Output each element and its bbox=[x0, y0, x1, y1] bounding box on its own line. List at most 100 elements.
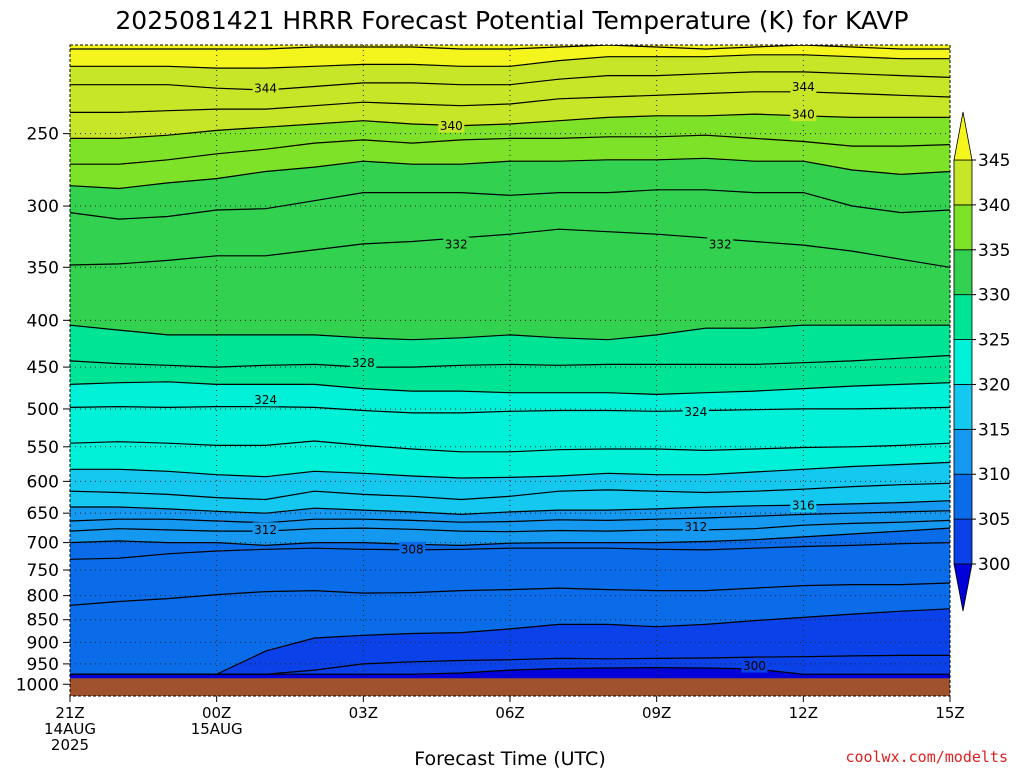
contour-label: 328 bbox=[350, 355, 377, 370]
colorbar-top-arrow bbox=[953, 111, 973, 161]
contour-label-text: 344 bbox=[254, 82, 277, 96]
contour-label-text: 324 bbox=[254, 393, 277, 407]
colorbar-segment bbox=[953, 204, 973, 251]
contour-332 bbox=[70, 228, 950, 268]
contour-336 bbox=[70, 157, 950, 190]
grid-lines bbox=[70, 45, 950, 696]
contour-label-text: 340 bbox=[792, 108, 815, 122]
colorbar-segment bbox=[953, 294, 973, 340]
colorbar-label: 305 bbox=[978, 510, 1010, 530]
y-tick-label: 700 bbox=[27, 534, 59, 554]
color-bands bbox=[70, 45, 950, 696]
contour-label-bg bbox=[790, 498, 817, 513]
x-axis-label: Forecast Time (UTC) bbox=[414, 748, 605, 768]
x-tick-label: 21Z bbox=[55, 704, 84, 722]
contour-label-bg bbox=[790, 107, 817, 122]
colorbar-label: 325 bbox=[978, 331, 1010, 351]
surface-ground bbox=[70, 678, 950, 696]
contour-330 bbox=[70, 324, 950, 341]
plot-area: 344 344 340 340 332 332 328 324 324 316 312 312 308 3… bbox=[70, 45, 950, 696]
y-axis: 2503003504004505005506006507007508008509… bbox=[16, 125, 70, 695]
colorbar-segment bbox=[953, 339, 973, 385]
contour-label: 316 bbox=[790, 498, 817, 513]
x-tick-label: 14AUG bbox=[44, 720, 96, 738]
x-tick-label: 06Z bbox=[495, 704, 524, 722]
contour-label-bg bbox=[252, 392, 279, 407]
contour-label: 324 bbox=[682, 404, 709, 419]
contour-344 bbox=[70, 71, 950, 91]
contour-label-bg bbox=[682, 404, 709, 419]
contour-322 bbox=[70, 440, 950, 453]
colorbar-label: 340 bbox=[978, 196, 1010, 216]
y-tick-label: 550 bbox=[27, 438, 59, 458]
colorbar-bottom-arrow bbox=[953, 563, 973, 612]
y-tick-label: 900 bbox=[27, 633, 59, 653]
contour-label-bg bbox=[707, 236, 734, 251]
contour-346 bbox=[70, 54, 950, 69]
contour-label-text: 344 bbox=[792, 80, 815, 94]
band-346 bbox=[70, 45, 950, 69]
contour-324 bbox=[70, 405, 950, 414]
contour-label-text: 312 bbox=[684, 520, 707, 534]
x-tick-label: 00Z bbox=[202, 704, 231, 722]
contour-label: 340 bbox=[790, 107, 817, 122]
contour-lines bbox=[70, 45, 950, 675]
contour-label: 312 bbox=[252, 522, 279, 537]
y-tick-label: 450 bbox=[27, 358, 59, 378]
contour-label-text: 332 bbox=[445, 237, 468, 251]
y-tick-label: 500 bbox=[27, 400, 59, 420]
colorbar-segment bbox=[953, 518, 973, 565]
contour-label: 312 bbox=[682, 519, 709, 534]
contour-label: 324 bbox=[252, 392, 279, 407]
colorbar-label: 320 bbox=[978, 375, 1010, 395]
contour-label-text: 324 bbox=[684, 405, 707, 419]
chart-title: 2025081421 HRRR Forecast Potential Tempe… bbox=[115, 6, 908, 35]
contour-label: 340 bbox=[438, 118, 465, 133]
x-tick-label: 15AUG bbox=[191, 720, 243, 738]
contour-307 bbox=[70, 582, 950, 606]
contour-label-bg bbox=[443, 236, 470, 251]
y-tick-label: 250 bbox=[27, 125, 59, 145]
x-tick-label: 12Z bbox=[789, 704, 818, 722]
contour-label: 332 bbox=[443, 236, 470, 251]
contour-label: 308 bbox=[399, 541, 426, 556]
contour-label-bg bbox=[741, 658, 768, 673]
colorbar: 300 305 310 315 320 325 330 335 340 345 bbox=[953, 111, 1010, 612]
contour-label: 300 bbox=[741, 658, 768, 673]
y-tick-label: 600 bbox=[27, 472, 59, 492]
contour-label: 344 bbox=[790, 79, 817, 94]
x-tick-label: 09Z bbox=[642, 704, 671, 722]
contour-326 bbox=[70, 381, 950, 396]
contour-348 bbox=[70, 45, 950, 50]
contour-314 bbox=[70, 510, 950, 524]
y-tick-label: 400 bbox=[27, 311, 59, 331]
contour-label-text: 316 bbox=[792, 499, 815, 513]
contour-label-bg bbox=[682, 519, 709, 534]
contour-label-text: 340 bbox=[440, 119, 463, 133]
colorbar-label: 315 bbox=[978, 420, 1010, 440]
x-tick-label: 03Z bbox=[349, 704, 378, 722]
contour-label-bg bbox=[399, 541, 426, 556]
x-tick-label: 2025 bbox=[51, 736, 89, 754]
contour-label-text: 332 bbox=[709, 237, 732, 251]
contour-label: 332 bbox=[707, 236, 734, 251]
y-tick-label: 1000 bbox=[16, 675, 59, 695]
colorbar-segment bbox=[953, 249, 973, 296]
colorbar-label: 300 bbox=[978, 555, 1010, 575]
colorbar-label: 330 bbox=[978, 286, 1010, 306]
contour-label-bg bbox=[790, 79, 817, 94]
contour-label-bg bbox=[438, 118, 465, 133]
y-tick-label: 750 bbox=[27, 561, 59, 581]
contour-labels: 344 344 340 340 332 332 328 324 324 316 312 312 308 3… bbox=[252, 79, 817, 673]
contour-312 bbox=[70, 519, 950, 533]
contour-label-bg bbox=[350, 355, 377, 370]
contour-318 bbox=[70, 482, 950, 501]
contour-306 bbox=[70, 608, 950, 675]
x-tick-label: 15Z bbox=[935, 704, 964, 722]
contour-label-text: 300 bbox=[743, 659, 766, 673]
contour-label-text: 312 bbox=[254, 523, 277, 537]
contour-310 bbox=[70, 527, 950, 547]
y-tick-label: 850 bbox=[27, 611, 59, 631]
